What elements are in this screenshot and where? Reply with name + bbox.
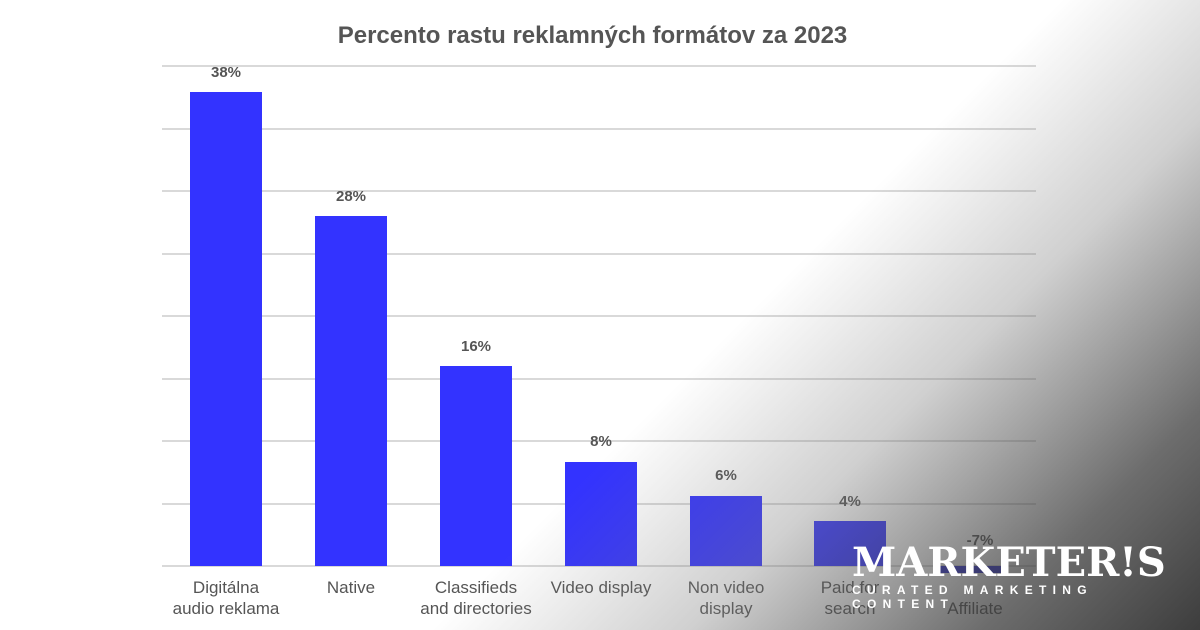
bar-digitalna-audio-reklama [190, 92, 262, 566]
logo-tagline: CURATED MARKETING CONTENT [852, 583, 1093, 611]
gridline [162, 253, 1036, 255]
logo-wordmark: MARKETER!S [852, 539, 1166, 586]
brand-logo: MARKETER!S CURATED MARKETING CONTENT [852, 539, 1166, 612]
gridline [162, 315, 1036, 317]
chart-title: Percento rastu reklamných formátov za 20… [337, 22, 848, 49]
gridline [162, 378, 1036, 380]
value-label: 4% [839, 493, 861, 510]
value-label: 16% [460, 338, 492, 355]
value-label: 8% [590, 433, 612, 450]
gridline [162, 128, 1036, 130]
value-label: 6% [715, 467, 737, 484]
bar-video-display [565, 462, 637, 566]
bar-non-video-display [690, 496, 762, 566]
bar-native [315, 216, 387, 566]
gridline [162, 190, 1036, 192]
gridline [162, 65, 1036, 67]
value-label: 38% [210, 64, 242, 81]
bar-classifieds [440, 366, 512, 566]
value-label: 28% [335, 188, 367, 205]
